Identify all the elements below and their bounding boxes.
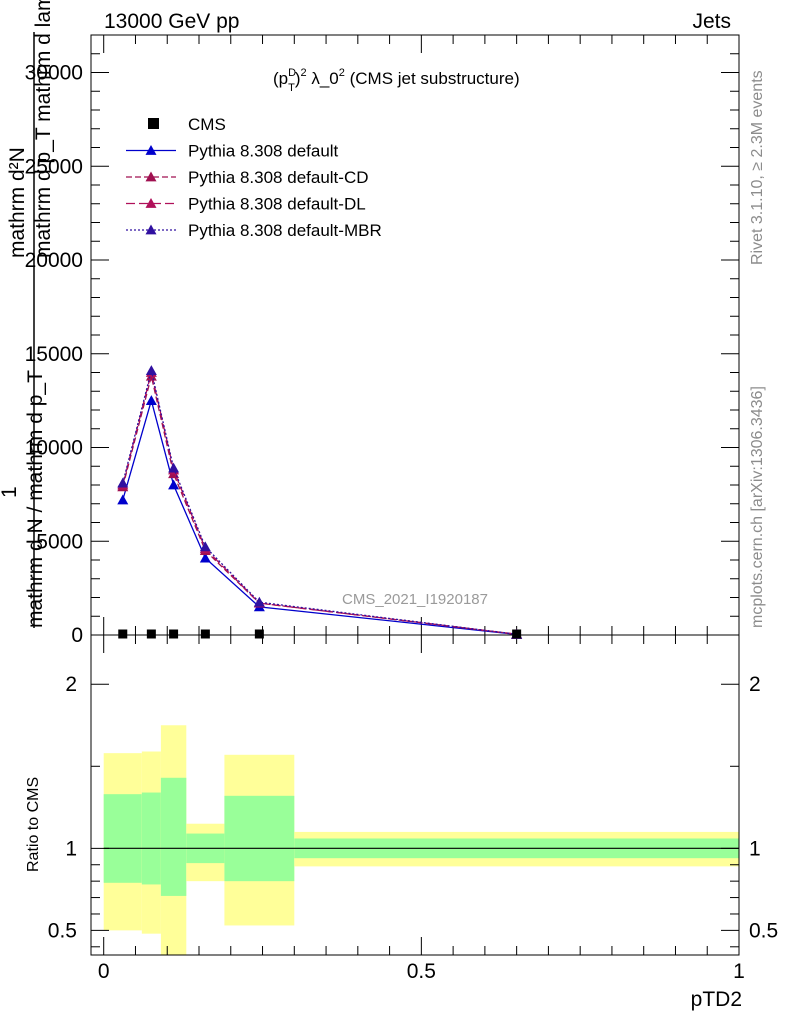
series-marker bbox=[168, 462, 180, 473]
header-right: Jets bbox=[692, 10, 731, 33]
x-tick-label: 1 bbox=[733, 960, 745, 983]
legend-label: Pythia 8.308 default-CD bbox=[188, 168, 369, 187]
series-line bbox=[122, 372, 517, 635]
main-y-tick-label: 25000 bbox=[25, 155, 83, 178]
series-marker bbox=[199, 552, 211, 563]
ratio-y-tick-label-right: 0.5 bbox=[749, 919, 778, 942]
x-axis: 0 0.5 1 bbox=[90, 35, 745, 983]
cms-data-point bbox=[254, 629, 264, 639]
ratio-y-axis: 0.5 0.5 1 1 2 2 bbox=[48, 673, 778, 948]
ylabel-num: mathrm d²N bbox=[6, 147, 29, 258]
cms-data-point bbox=[146, 629, 156, 639]
ratio-plot-area bbox=[103, 725, 739, 955]
series-marker bbox=[199, 541, 211, 552]
ratio-y-tick-label: 1 bbox=[65, 837, 77, 860]
rivet-label: Rivet 3.1.10, ≥ 2.3M events bbox=[749, 70, 766, 265]
x-tick-label: 0.5 bbox=[407, 960, 436, 983]
legend-marker bbox=[148, 118, 159, 129]
series-group bbox=[117, 365, 523, 639]
ratio-y-tick-label-right: 2 bbox=[749, 673, 761, 696]
legend-label: CMS bbox=[188, 115, 226, 134]
legend-label: Pythia 8.308 default bbox=[188, 142, 339, 161]
legend: CMS Pythia 8.308 default Pythia 8.308 defa… bbox=[126, 115, 382, 240]
ratio-band-inner bbox=[160, 777, 187, 896]
ratio-band-inner bbox=[224, 795, 295, 882]
series-marker bbox=[168, 479, 180, 490]
legend-marker bbox=[145, 171, 157, 182]
ylabel-den: mathrm d p_T mathrm d lambda bbox=[32, 0, 55, 258]
main-y-tick-label: 0 bbox=[71, 624, 83, 647]
legend-marker bbox=[145, 198, 157, 208]
legend-label: Pythia 8.308 default-DL bbox=[188, 195, 366, 214]
main-y-tick-label: 20000 bbox=[25, 249, 83, 272]
ratio-frame bbox=[90, 634, 740, 956]
cms-data-point bbox=[118, 629, 128, 639]
watermark: CMS_2021_I1920187 bbox=[342, 591, 488, 608]
ratio-band-inner bbox=[103, 794, 142, 883]
ratio-y-tick-label-right: 1 bbox=[749, 837, 761, 860]
x-axis-label: pTD2 bbox=[691, 988, 742, 1011]
main-y-tick-label: 30000 bbox=[25, 62, 83, 85]
cms-data-point bbox=[200, 629, 210, 639]
main-y-label: mathrm d²N mathrm d p_T mathrm d lambda … bbox=[0, 0, 55, 628]
main-y-axis: 0 5000 10000 15000 20000 25000 30000 bbox=[25, 53, 739, 647]
x-tick-label: 0 bbox=[98, 960, 110, 983]
series-line bbox=[122, 370, 517, 635]
cms-data-point bbox=[512, 629, 522, 639]
ratio-y-tick-label: 0.5 bbox=[48, 919, 77, 942]
series-line bbox=[122, 398, 517, 636]
ratio-y-tick-label: 2 bbox=[65, 673, 77, 696]
ylabel-den2: mathrm d N / mathrm d p_T bbox=[24, 370, 47, 628]
mcplots-label: mcplots.cern.ch [arXiv:1306.3436] bbox=[749, 386, 766, 628]
main-y-tick-label: 5000 bbox=[36, 530, 83, 553]
ratio-y-label: Ratio to CMS bbox=[25, 777, 42, 872]
legend-marker bbox=[145, 224, 157, 235]
cms-data-point bbox=[169, 629, 179, 639]
series-marker bbox=[145, 395, 157, 406]
series-marker bbox=[253, 596, 265, 607]
series-marker bbox=[117, 494, 129, 505]
header-left: 13000 GeV pp bbox=[104, 10, 239, 33]
ratio-band-inner bbox=[141, 792, 161, 885]
ylabel-one: 1 bbox=[0, 486, 21, 498]
main-y-tick-label: 10000 bbox=[25, 437, 83, 460]
legend-label: Pythia 8.308 default-MBR bbox=[188, 221, 382, 240]
legend-marker bbox=[145, 145, 157, 155]
main-y-tick-label: 15000 bbox=[25, 343, 83, 366]
series-marker bbox=[117, 477, 129, 488]
series-marker bbox=[145, 365, 157, 376]
main-title: (pD T)2 λ_02 (CMS jet substructure) bbox=[273, 67, 520, 94]
